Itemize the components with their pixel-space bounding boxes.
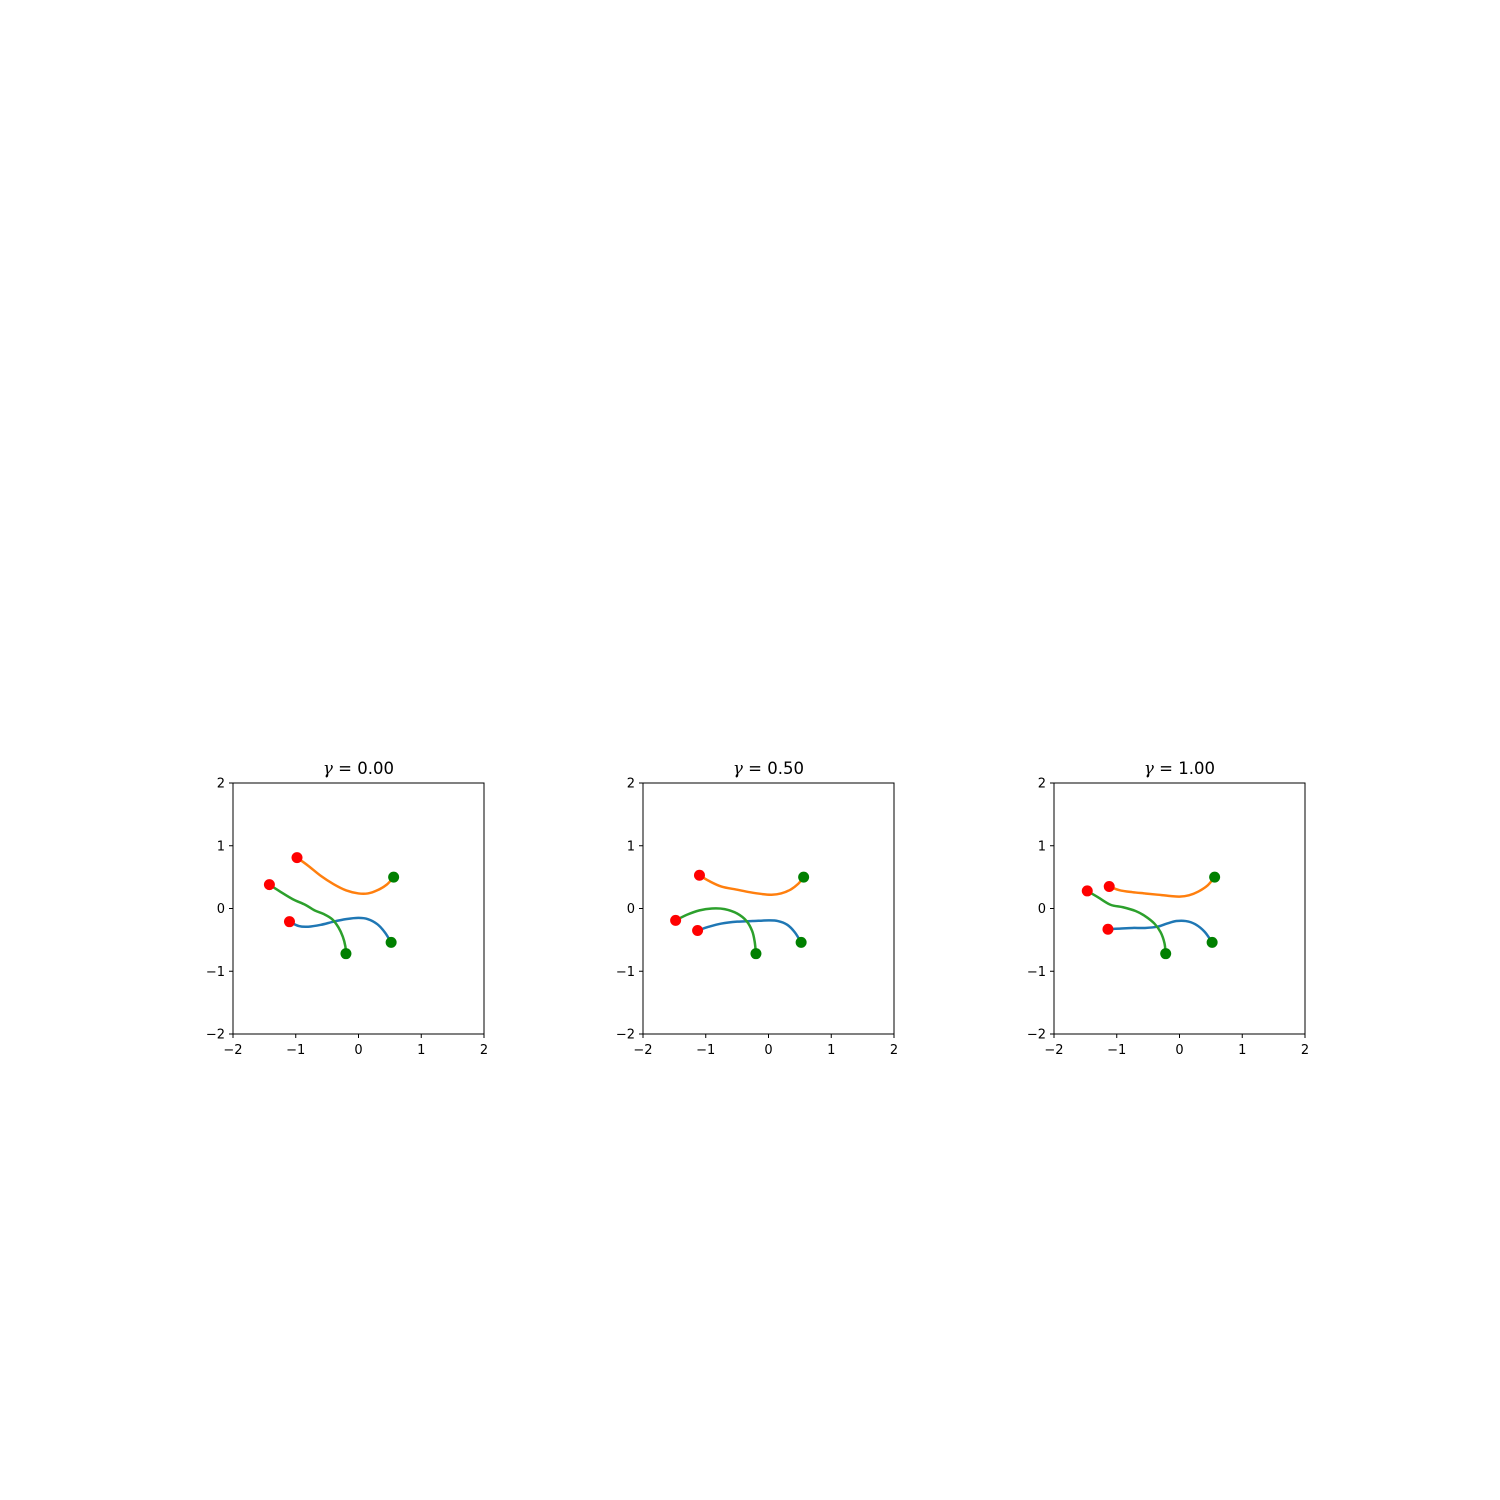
y-tick-label: 1 — [627, 839, 635, 854]
trajectory-line-2 — [1107, 875, 1216, 898]
x-tick-label: 1 — [1238, 1043, 1246, 1058]
end-point-3 — [750, 948, 762, 960]
y-tick-label: −1 — [616, 965, 635, 980]
x-tick-label: −2 — [1044, 1043, 1063, 1058]
start-point-2 — [1103, 881, 1115, 893]
axes-frame — [642, 782, 895, 1035]
plot-area — [674, 873, 805, 955]
start-point-3 — [1081, 885, 1093, 897]
trajectory-line-1 — [288, 916, 393, 944]
x-tick-label: 0 — [1175, 1043, 1183, 1058]
title-symbol: γ — [733, 759, 743, 778]
trajectory-line-2 — [698, 873, 805, 896]
title-value: = 0.00 — [333, 759, 394, 778]
y-tick-label: 0 — [627, 902, 635, 917]
end-point-3 — [340, 948, 352, 960]
subplot-title: γ = 0.50 — [733, 759, 804, 778]
plot-area — [1086, 875, 1216, 955]
subplot-title: γ = 1.00 — [1144, 759, 1215, 778]
y-tick-label: −1 — [1027, 965, 1046, 980]
start-point-3 — [263, 879, 275, 891]
axes-frame — [232, 782, 485, 1035]
x-tick-label: 0 — [764, 1043, 772, 1058]
trajectory-line-3 — [1086, 889, 1167, 955]
start-point-2 — [693, 869, 705, 881]
start-point-3 — [670, 914, 682, 926]
end-point-1 — [385, 936, 397, 948]
start-point-2 — [291, 852, 303, 864]
title-value: = 0.50 — [743, 759, 804, 778]
y-tick-label: 0 — [217, 902, 225, 917]
start-point-1 — [283, 916, 295, 928]
y-tick-label: 2 — [217, 777, 225, 792]
trajectory-line-3 — [674, 907, 758, 955]
x-tick-label: 2 — [480, 1043, 488, 1058]
x-tick-label: −2 — [633, 1043, 652, 1058]
title-value: = 1.00 — [1154, 759, 1215, 778]
axes-frame — [1053, 782, 1306, 1035]
x-tick-label: 1 — [417, 1043, 425, 1058]
end-point-2 — [1209, 871, 1221, 883]
y-tick-label: 1 — [217, 839, 225, 854]
trajectory-line-1 — [696, 919, 803, 944]
x-tick-label: 0 — [354, 1043, 362, 1058]
trajectory-line-2 — [295, 856, 395, 896]
end-point-1 — [1206, 936, 1218, 948]
subplot-2: γ = 0.50 −2 −1 0 1 2 −2 −1 0 1 2 — [616, 759, 898, 1058]
y-tick-label: 0 — [1038, 902, 1046, 917]
end-point-2 — [388, 871, 400, 883]
title-symbol: γ — [1144, 759, 1154, 778]
start-point-1 — [1102, 923, 1114, 935]
plot-area — [268, 856, 395, 955]
y-tick-label: 1 — [1038, 839, 1046, 854]
end-point-3 — [1160, 948, 1172, 960]
trajectory-line-3 — [268, 883, 348, 955]
trajectory-line-1 — [1106, 919, 1214, 944]
y-tick-label: −1 — [206, 965, 225, 980]
x-tick-label: −1 — [696, 1043, 715, 1058]
x-tick-label: 1 — [827, 1043, 835, 1058]
y-tick-label: −2 — [206, 1028, 225, 1043]
x-tick-label: 2 — [890, 1043, 898, 1058]
y-tick-label: 2 — [627, 777, 635, 792]
subplot-title: γ = 0.00 — [323, 759, 394, 778]
y-tick-label: −2 — [616, 1028, 635, 1043]
y-tick-label: 2 — [1038, 777, 1046, 792]
start-point-1 — [692, 924, 704, 936]
x-tick-label: −2 — [223, 1043, 242, 1058]
x-tick-label: −1 — [1107, 1043, 1126, 1058]
x-tick-label: −1 — [286, 1043, 305, 1058]
x-tick-label: 2 — [1301, 1043, 1309, 1058]
y-tick-label: −2 — [1027, 1028, 1046, 1043]
subplot-1: γ = 0.00 −2 −1 0 1 2 −2 −1 0 1 2 — [206, 759, 488, 1058]
subplot-3: γ = 1.00 −2 −1 0 1 2 −2 −1 0 1 2 — [1027, 759, 1309, 1058]
title-symbol: γ — [323, 759, 333, 778]
end-point-1 — [795, 936, 807, 948]
end-point-2 — [798, 871, 810, 883]
